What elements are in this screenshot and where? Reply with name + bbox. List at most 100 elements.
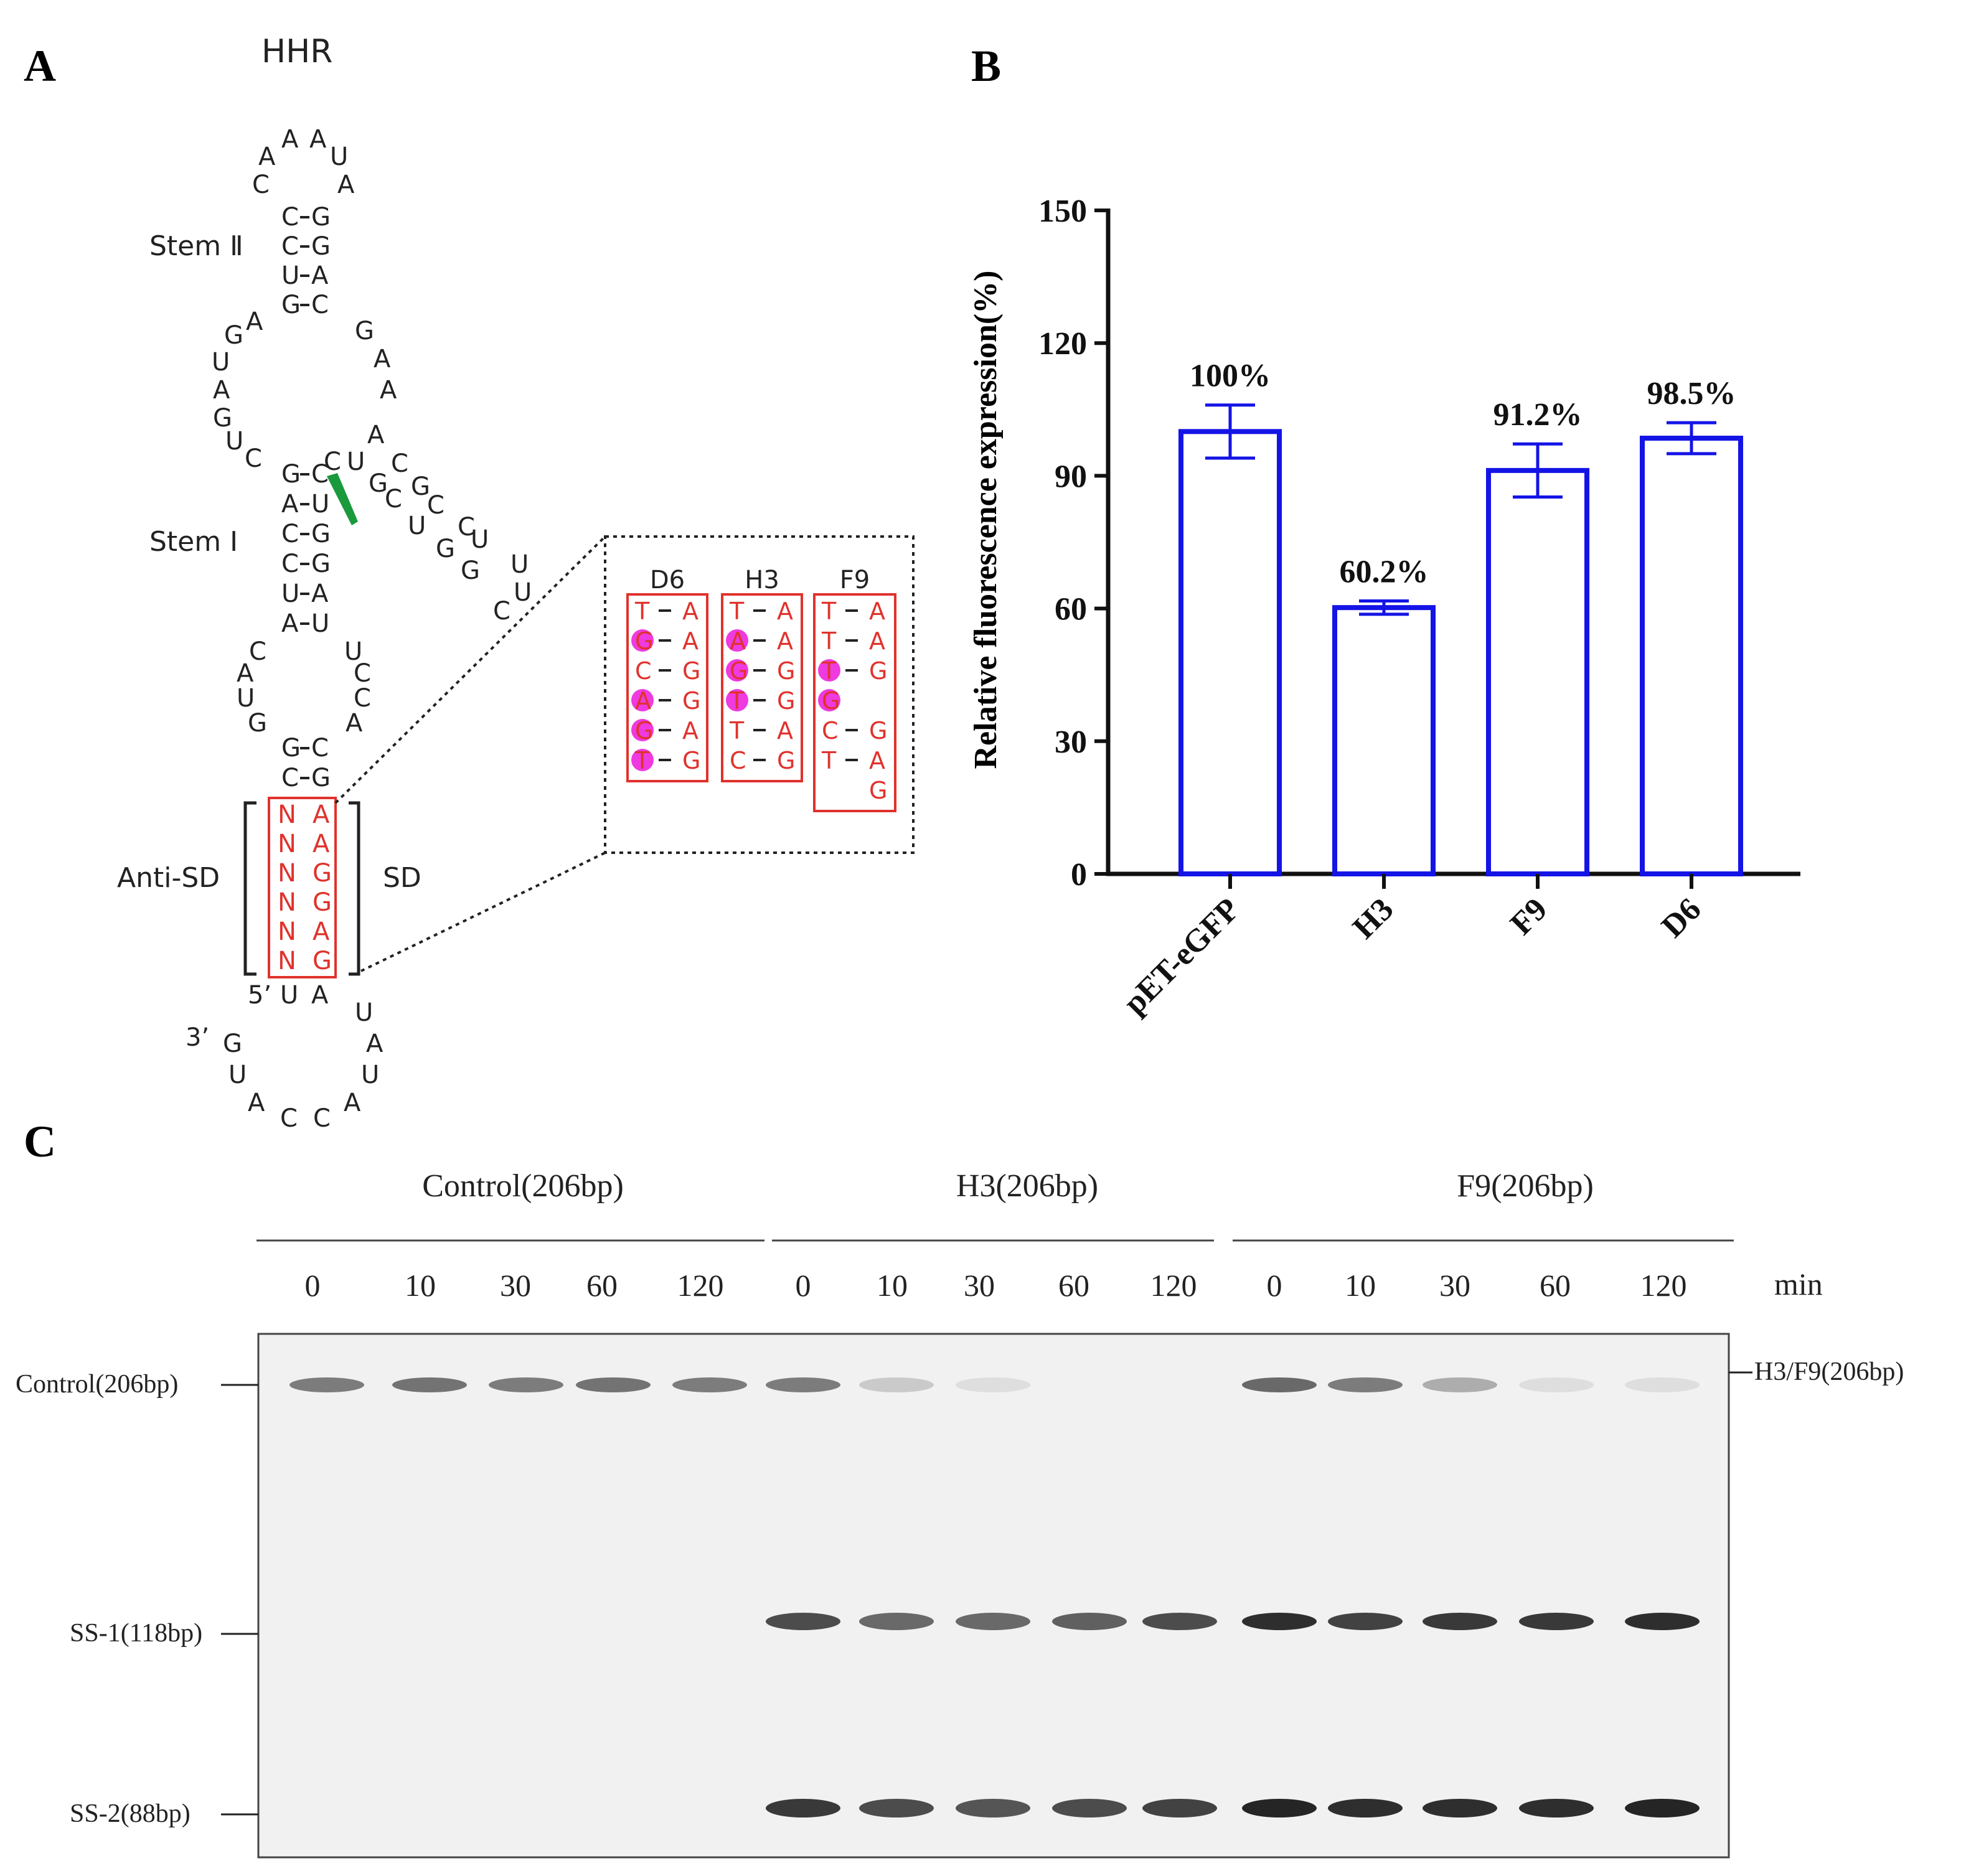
stem1-pairs: G CA UC GC GU AA U <box>281 460 331 638</box>
nt: G <box>281 291 301 319</box>
nt: C <box>391 449 408 478</box>
lane-label: 10 <box>1345 1268 1376 1303</box>
nt: C <box>280 1104 298 1133</box>
gel-band <box>289 1377 364 1392</box>
loop3: C A U G U C C A <box>237 637 371 738</box>
nt: G <box>248 709 267 738</box>
gel-band <box>1328 1377 1403 1392</box>
gel-band <box>766 1613 840 1630</box>
nt: T <box>821 657 837 685</box>
lane-label: 10 <box>405 1268 436 1303</box>
nt: A <box>682 627 698 655</box>
nt: C <box>281 550 299 578</box>
nt: G <box>311 520 331 548</box>
y-tick-label: 0 <box>1071 857 1087 893</box>
lane-label: 0 <box>305 1268 321 1303</box>
nt: C <box>281 520 299 548</box>
nt: C <box>385 485 402 514</box>
gel-band <box>1625 1377 1700 1392</box>
nt: G <box>313 888 332 917</box>
variant-box <box>813 593 896 812</box>
lane-label: 60 <box>586 1268 618 1303</box>
nt: A <box>367 421 385 449</box>
mutation-dot <box>631 689 654 711</box>
nt: G <box>411 472 430 501</box>
variant-label: F9 <box>840 566 870 594</box>
sd-bracket <box>349 801 360 976</box>
nt: A <box>311 261 329 290</box>
nt: C <box>252 171 270 199</box>
nt: T <box>729 598 745 625</box>
nt: U <box>311 609 329 638</box>
gel-band <box>1328 1613 1403 1630</box>
bar <box>1332 605 1436 876</box>
nt: G <box>311 550 331 578</box>
nt: U <box>344 637 362 666</box>
lane-label: 60 <box>1058 1268 1089 1303</box>
nt: U <box>212 348 230 377</box>
nt: G <box>369 469 388 498</box>
nt: T <box>821 747 837 774</box>
gel-band <box>1625 1799 1700 1817</box>
stem3-pairs: G CC G <box>281 734 331 792</box>
nt: C <box>311 734 329 762</box>
gel-bands <box>289 1377 1700 1817</box>
nt: U <box>361 1061 379 1089</box>
nt: C <box>427 491 444 520</box>
nt: A <box>311 981 329 1010</box>
nt: G <box>869 717 887 744</box>
nt: C <box>281 764 299 792</box>
nt: A <box>682 717 698 744</box>
three-prime-label: 3’ <box>186 1023 209 1052</box>
marker-ss1: SS-1(118bp) <box>70 1619 202 1648</box>
nt: G <box>281 734 301 762</box>
variant-label: D6 <box>650 566 685 594</box>
nt: A <box>366 1029 383 1058</box>
nt: C <box>245 444 262 473</box>
nt: A <box>777 717 793 744</box>
lane-label: 60 <box>1540 1268 1571 1303</box>
nt: G <box>311 764 331 792</box>
nt: G <box>224 321 243 350</box>
nt: A <box>869 747 885 774</box>
stem2-pairs: C GC GU AG C <box>281 203 331 319</box>
panel-c-label: C <box>24 1117 56 1166</box>
sd-pairs: N AN AN GN GN AN G <box>278 800 332 975</box>
gel-band <box>766 1799 840 1817</box>
nt: A <box>248 1089 265 1117</box>
nt: A <box>313 917 330 946</box>
bar-value-label: 91.2% <box>1493 397 1583 433</box>
nt: A <box>258 143 276 171</box>
nt: A <box>682 598 698 625</box>
mutation-dot <box>726 659 748 682</box>
gel-band <box>859 1613 934 1630</box>
nt: U <box>408 512 426 540</box>
bottom-loop: 5’ U A U A U A C C A U G 3’ <box>186 981 383 1133</box>
nt: T <box>634 747 650 774</box>
nt: G <box>777 657 795 685</box>
mutation-dot <box>631 749 654 771</box>
x-tick-label: F9 <box>1503 891 1554 942</box>
zoom-line-top <box>334 535 606 804</box>
group-label: Control(206bp) <box>422 1168 624 1204</box>
nt: G <box>223 1029 242 1058</box>
lane-label: 10 <box>877 1268 908 1303</box>
gel-band <box>859 1799 934 1817</box>
marker-control: Control(206bp) <box>16 1370 178 1399</box>
nt: G <box>311 232 331 261</box>
lane-label: 30 <box>964 1268 995 1303</box>
nt: U <box>355 998 373 1027</box>
nt: A <box>311 579 329 608</box>
gel-band <box>1242 1377 1317 1392</box>
nt: A <box>237 659 254 688</box>
y-tick-label: 30 <box>1055 725 1087 760</box>
lane-label: 120 <box>1640 1268 1687 1303</box>
nt: A <box>246 307 263 336</box>
bar-value-label: 60.2% <box>1340 555 1429 590</box>
gel-band <box>1052 1613 1127 1630</box>
gel-band <box>489 1377 563 1392</box>
nt: G <box>313 947 332 975</box>
panel-c: C Control(206bp) 0 10 30 60 120 H3(206bp) 0 10 30… <box>16 1117 1904 1859</box>
nt: A <box>337 171 355 199</box>
group-label: F9(206bp) <box>1457 1168 1594 1204</box>
